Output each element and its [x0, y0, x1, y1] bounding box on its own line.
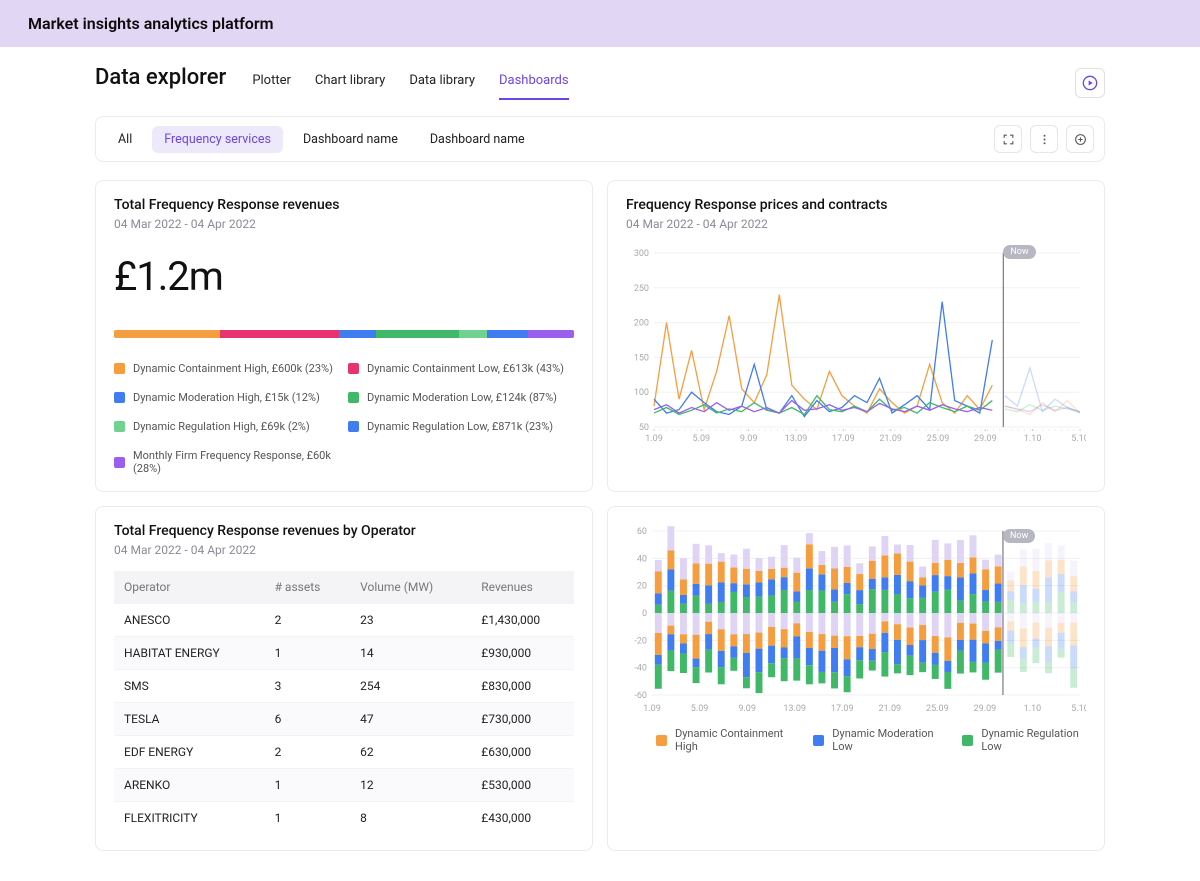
svg-text:5.10: 5.10	[1071, 704, 1086, 714]
card-title: Frequency Response prices and contracts	[626, 197, 1086, 213]
svg-text:-40: -40	[634, 664, 647, 674]
card-subtitle: 04 Mar 2022 - 04 Apr 2022	[114, 217, 574, 231]
card-subtitle: 04 Mar 2022 - 04 Apr 2022	[114, 543, 574, 557]
svg-text:300: 300	[634, 249, 649, 259]
bar-segment	[487, 330, 528, 338]
legend-item: Dynamic Moderation Low	[813, 727, 940, 753]
table-row: FLEXITRICITY18£430,000	[114, 802, 574, 835]
bar-segment	[376, 330, 459, 338]
fullscreen-icon[interactable]	[994, 125, 1022, 153]
svg-text:5.09: 5.09	[691, 704, 709, 714]
card-title: Total Frequency Response revenues	[114, 197, 574, 213]
legend-item: Dynamic Containment Low, £613k (43%)	[348, 362, 574, 375]
svg-text:50: 50	[639, 423, 649, 433]
legend-item: Dynamic Moderation Low, £124k (87%)	[348, 391, 574, 404]
table-row: HABITAT ENERGY114£930,000	[114, 637, 574, 670]
svg-text:9.09: 9.09	[738, 704, 756, 714]
revenue-legend: Dynamic Containment High, £600k (23%) Dyn…	[114, 362, 574, 475]
svg-text:40: 40	[637, 554, 647, 564]
svg-text:21.09: 21.09	[878, 704, 901, 714]
svg-text:25.09: 25.09	[927, 434, 950, 444]
table-row: ARENKO112£530,000	[114, 769, 574, 802]
svg-text:60: 60	[637, 527, 647, 537]
now-badge: Now	[1003, 529, 1035, 543]
svg-text:1.09: 1.09	[643, 704, 661, 714]
table-header: Revenues	[471, 571, 574, 604]
bar-segment	[220, 330, 340, 338]
svg-text:-20: -20	[634, 636, 647, 646]
revenue-stacked-bar	[114, 330, 574, 338]
stacked-bar-card: -60 -40 -20 0 20 40 60 1.09 5.09 9.09 13.09 17.09 21…	[607, 506, 1105, 851]
revenue-total-card: Total Frequency Response revenues 04 Mar…	[95, 180, 593, 492]
svg-text:1.09: 1.09	[645, 434, 663, 444]
legend-item: Dynamic Containment High	[656, 727, 791, 753]
nav-tab-dashboards[interactable]: Dashboards	[499, 73, 569, 100]
svg-text:21.09: 21.09	[879, 434, 902, 444]
svg-text:29.09: 29.09	[974, 434, 997, 444]
bar-segment	[114, 330, 220, 338]
legend-item: Dynamic Regulation High, £69k (2%)	[114, 420, 340, 433]
svg-text:9.09: 9.09	[740, 434, 758, 444]
price-contracts-card: Frequency Response prices and contracts …	[607, 180, 1105, 492]
play-button[interactable]	[1075, 68, 1105, 98]
card-subtitle: 04 Mar 2022 - 04 Apr 2022	[626, 217, 1086, 231]
filter-chip[interactable]: Dashboard name	[291, 126, 410, 153]
legend-item: Dynamic Regulation Low	[962, 727, 1086, 753]
table-row: EDF ENERGY262£630,000	[114, 736, 574, 769]
bar-segment	[528, 330, 574, 338]
nav-tab-plotter[interactable]: Plotter	[252, 73, 291, 100]
table-header: # assets	[265, 571, 351, 604]
filter-chip[interactable]: All	[106, 126, 144, 153]
svg-text:20: 20	[637, 582, 647, 592]
svg-text:17.09: 17.09	[831, 704, 854, 714]
table-header: Operator	[114, 571, 265, 604]
operator-table: Operator# assetsVolume (MW)Revenues ANES…	[114, 571, 574, 834]
nav-tabs: Plotter Chart library Data library Dashboar…	[252, 73, 568, 100]
table-header: Volume (MW)	[350, 571, 471, 604]
table-row: TESLA647£730,000	[114, 703, 574, 736]
svg-text:5.10: 5.10	[1071, 434, 1086, 444]
nav-tab-chart-library[interactable]: Chart library	[315, 73, 385, 100]
svg-text:0: 0	[642, 609, 647, 619]
revenue-by-operator-card: Total Frequency Response revenues by Ope…	[95, 506, 593, 851]
svg-text:17.09: 17.09	[832, 434, 855, 444]
filter-chip[interactable]: Frequency services	[152, 126, 283, 153]
legend-item: Dynamic Moderation High, £15k (12%)	[114, 391, 340, 404]
svg-text:-60: -60	[634, 691, 647, 701]
diverging-bar-chart: -60 -40 -20 0 20 40 60 1.09 5.09 9.09 13.09 17.09 21…	[626, 525, 1086, 715]
bar-legend: Dynamic Containment High Dynamic Moderati…	[626, 727, 1086, 753]
svg-text:13.09: 13.09	[783, 704, 806, 714]
table-row: ANESCO223£1,430,000	[114, 604, 574, 637]
svg-text:1.10: 1.10	[1024, 704, 1042, 714]
bar-segment	[339, 330, 376, 338]
svg-text:13.09: 13.09	[785, 434, 808, 444]
svg-text:150: 150	[634, 353, 649, 363]
bar-segment	[459, 330, 487, 338]
table-row: SMS3254£830,000	[114, 670, 574, 703]
svg-text:100: 100	[634, 388, 649, 398]
svg-text:250: 250	[634, 284, 649, 294]
svg-text:25.09: 25.09	[926, 704, 949, 714]
card-title: Total Frequency Response revenues by Ope…	[114, 523, 574, 539]
svg-text:1.10: 1.10	[1024, 434, 1042, 444]
page-title: Data explorer	[95, 65, 226, 90]
nav-tab-data-library[interactable]: Data library	[409, 73, 475, 100]
svg-text:5.09: 5.09	[693, 434, 711, 444]
legend-item: Dynamic Containment High, £600k (23%)	[114, 362, 340, 375]
line-chart: 50 100 150 200 250 300 1.09 5.09 9.09 13.09 17.09 2…	[626, 245, 1086, 445]
svg-text:200: 200	[634, 319, 649, 329]
revenue-total-value: £1.2m	[114, 253, 574, 300]
top-banner: Market insights analytics platform	[0, 0, 1200, 47]
filter-chip[interactable]: Dashboard name	[418, 126, 537, 153]
svg-text:29.09: 29.09	[974, 704, 997, 714]
filter-bar: All Frequency services Dashboard name Dashb…	[95, 116, 1105, 162]
legend-item: Monthly Firm Frequency Response, £60k (2…	[114, 449, 340, 475]
more-icon[interactable]	[1030, 125, 1058, 153]
now-badge: Now	[1003, 245, 1035, 259]
add-icon[interactable]	[1066, 125, 1094, 153]
legend-item: Dynamic Regulation Low, £871k (23%)	[348, 420, 574, 433]
